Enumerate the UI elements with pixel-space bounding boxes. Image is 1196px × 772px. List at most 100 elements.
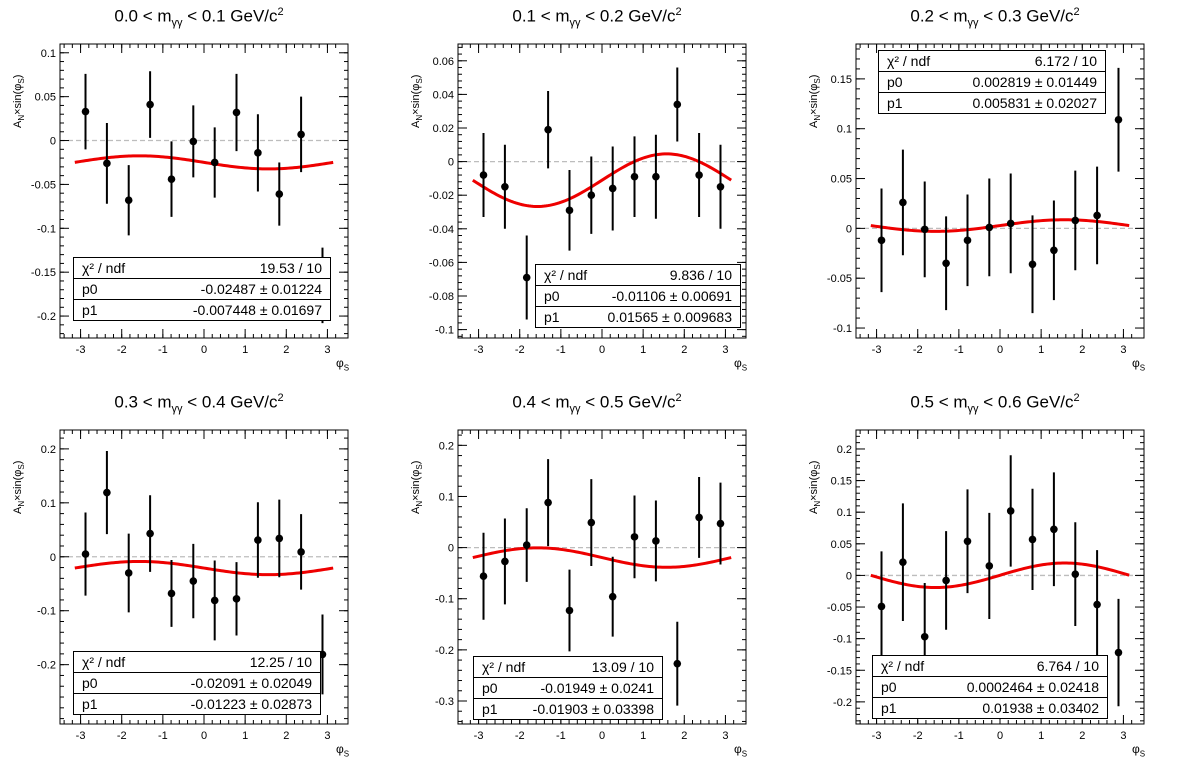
plot-frame bbox=[855, 429, 1145, 725]
fit-stats-box: χ² / ndf 6.764 / 10 p0 0.0002464 ± 0.02418 p… bbox=[872, 655, 1108, 719]
data-point bbox=[1093, 211, 1101, 220]
y-axis-label: AN×sin(φS) bbox=[808, 75, 822, 128]
x-tick-label: 3 bbox=[1120, 730, 1126, 742]
x-tick-label: 3 bbox=[722, 344, 728, 356]
data-point bbox=[716, 183, 725, 191]
fit-curve bbox=[471, 152, 733, 208]
fit-stats-value: 6.172 / 10 bbox=[1034, 53, 1097, 69]
data-point bbox=[673, 659, 682, 668]
title-sup: 2 bbox=[1073, 6, 1080, 18]
title-pre: 0.4 < m bbox=[512, 392, 570, 412]
fit-stats-value: -0.01223 ± 0.02873 bbox=[190, 696, 312, 712]
fit-stats-key: χ² / ndf bbox=[82, 260, 126, 276]
x-axis-label-main: φ bbox=[734, 356, 742, 370]
plot-frame bbox=[457, 429, 747, 725]
data-point bbox=[565, 606, 574, 615]
data-point bbox=[716, 519, 725, 528]
plot-area: 0.2 0.1 0 -0.1 -0.2 -0.3 -3 -2 -1 0 1 2 3 bbox=[435, 429, 747, 742]
fit-stats-key: p0 bbox=[82, 675, 98, 691]
title-sub: γγ bbox=[171, 403, 183, 416]
fit-stats-key: p1 bbox=[82, 302, 98, 318]
y-tick-label: 0.05 bbox=[831, 539, 852, 551]
fit-stats-box: χ² / ndf 9.836 / 10 p0 -0.01106 ± 0.00691 p1… bbox=[535, 264, 741, 328]
x-tick-label: 0 bbox=[599, 344, 605, 356]
fit-stats-value: 9.836 / 10 bbox=[669, 267, 732, 283]
x-axis-label: φS bbox=[734, 742, 747, 758]
x-tick-label: -2 bbox=[913, 344, 923, 356]
data-point bbox=[1071, 216, 1080, 225]
title-sup: 2 bbox=[675, 6, 682, 18]
y-axis-label-sub2: S bbox=[813, 78, 823, 84]
x-axis-label-sub: S bbox=[741, 749, 748, 759]
fit-stats-row: p1 -0.007448 ± 0.01697 bbox=[74, 299, 330, 320]
y-tick-label: -0.1 bbox=[833, 323, 852, 335]
chart-panel-4: 0.3 < mγγ < 0.4 GeV/c2 0.2 0.1 0 -0.1 -0.2 -3-… bbox=[0, 386, 398, 772]
data-point bbox=[963, 537, 972, 546]
fit-stats-value: 0.0002464 ± 0.02418 bbox=[966, 679, 1099, 695]
y-tick-label: -0.1 bbox=[37, 606, 56, 618]
y-axis-label-end: ) bbox=[410, 460, 422, 465]
data-point bbox=[544, 125, 552, 134]
data-point bbox=[630, 172, 639, 181]
fit-stats-key: χ² / ndf bbox=[82, 654, 126, 670]
y-axis-label-end: ) bbox=[808, 74, 820, 79]
x-tick-label: 2 bbox=[681, 730, 687, 742]
chart-panel-1: 0.0 < mγγ < 0.1 GeV/c2 0.1 0.05 0 -0.05 -0.1-… bbox=[0, 0, 398, 386]
panel-title: 0.0 < mγγ < 0.1 GeV/c2 bbox=[0, 6, 398, 29]
y-axis-label-sub2: S bbox=[415, 464, 425, 470]
data-point bbox=[146, 100, 154, 109]
fit-stats-key: p1 bbox=[482, 701, 498, 717]
x-tick-label: -2 bbox=[515, 730, 525, 742]
y-axis-label-end: ) bbox=[808, 460, 820, 465]
title-sup: 2 bbox=[1073, 392, 1080, 404]
x-axis-label: φS bbox=[336, 356, 349, 372]
y-tick-label: 0.04 bbox=[433, 89, 454, 101]
x-tick-label: 1 bbox=[1038, 730, 1044, 742]
fit-stats-row: p1 0.01938 ± 0.03402 bbox=[873, 697, 1107, 718]
y-tick-label: 0.2 bbox=[439, 440, 454, 452]
title-pre: 0.1 < m bbox=[512, 6, 570, 26]
title-post: < 0.5 GeV/c bbox=[580, 392, 676, 412]
x-axis-label: φS bbox=[336, 742, 349, 758]
y-tick-label: -0.15 bbox=[31, 267, 56, 279]
data-point bbox=[254, 536, 262, 544]
plot-frame bbox=[59, 43, 349, 339]
fit-stats-value: 0.01565 ± 0.009683 bbox=[607, 309, 732, 325]
x-tick-label: -1 bbox=[158, 344, 168, 356]
y-axis-label: AN×sin(φS) bbox=[808, 461, 822, 514]
fit-stats-value: 0.005831 ± 0.02027 bbox=[972, 95, 1097, 111]
fit-stats-row: χ² / ndf 12.25 / 10 bbox=[74, 652, 320, 672]
x-tick-label: -1 bbox=[158, 730, 168, 742]
fit-stats-row: p1 -0.01903 ± 0.03398 bbox=[474, 698, 662, 719]
fit-stats-value: -0.01903 ± 0.03398 bbox=[532, 701, 654, 717]
fit-stats-value: -0.02091 ± 0.02049 bbox=[190, 675, 312, 691]
chart-panel-3: 0.2 < mγγ < 0.3 GeV/c2 0.15 0.1 0.05 0 -0.05-… bbox=[796, 0, 1194, 386]
fit-stats-row: p0 -0.02487 ± 0.01224 bbox=[74, 278, 330, 299]
data-point bbox=[232, 595, 241, 603]
y-tick-label: -0.2 bbox=[37, 311, 56, 323]
x-tick-label: -3 bbox=[76, 344, 86, 356]
x-axis-label-sub: S bbox=[343, 749, 350, 759]
x-tick-label: 2 bbox=[1079, 344, 1085, 356]
fit-stats-box: χ² / ndf 19.53 / 10 p0 -0.02487 ± 0.01224 p1… bbox=[73, 257, 331, 321]
data-point bbox=[210, 596, 219, 605]
fit-stats-key: χ² / ndf bbox=[544, 267, 588, 283]
y-tick-label: 0 bbox=[50, 136, 56, 148]
x-axis-label-main: φ bbox=[1132, 356, 1140, 370]
data-point bbox=[103, 159, 111, 168]
data-point bbox=[1028, 260, 1037, 269]
x-tick-label: -3 bbox=[474, 730, 484, 742]
fit-stats-key: p0 bbox=[482, 680, 498, 696]
y-tick-label: 0.02 bbox=[433, 123, 454, 135]
fit-stats-row: χ² / ndf 6.172 / 10 bbox=[879, 51, 1105, 71]
fit-stats-value: -0.01106 ± 0.00691 bbox=[611, 288, 732, 304]
y-tick-label: 0.1 bbox=[837, 124, 852, 136]
data-point bbox=[124, 196, 133, 205]
y-tick-label: 0.1 bbox=[439, 491, 454, 503]
y-axis-label-main: A bbox=[410, 506, 422, 514]
x-tick-label: 0 bbox=[201, 730, 207, 742]
fit-stats-key: p0 bbox=[887, 74, 903, 90]
data-point bbox=[544, 498, 552, 507]
y-tick-label: 0 bbox=[846, 223, 852, 235]
title-sub: γγ bbox=[171, 17, 183, 30]
